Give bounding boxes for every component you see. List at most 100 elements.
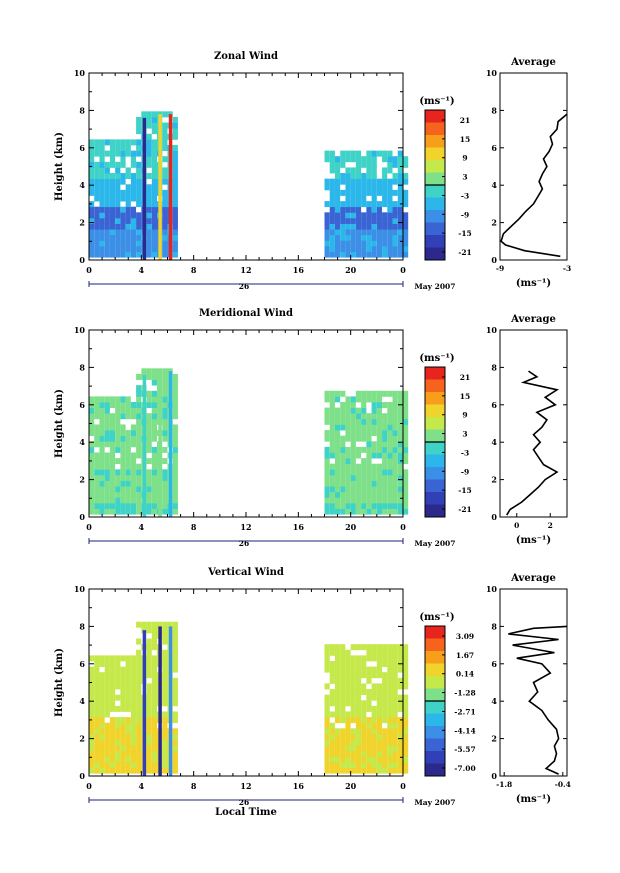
heatmap-cell <box>162 111 168 118</box>
heatmap-cell <box>376 424 383 431</box>
colorbar-tick-label: 15 <box>460 392 470 401</box>
heatmap-cell <box>109 677 116 684</box>
heatmap-cell <box>115 502 121 509</box>
colorbar-swatch <box>425 197 445 211</box>
heatmap-cell <box>361 223 367 230</box>
heatmap-cell <box>366 705 372 712</box>
heatmap-cell <box>350 750 356 757</box>
heatmap-cell <box>355 689 362 696</box>
heatmap-cell <box>324 480 330 487</box>
heatmap-cell <box>340 733 346 740</box>
heatmap-cell <box>151 430 157 437</box>
heatmap-cell <box>162 632 168 639</box>
heatmap-cell <box>94 474 100 481</box>
heatmap-cell <box>403 733 409 740</box>
heatmap-cell <box>382 173 388 180</box>
heatmap-cell <box>355 728 362 735</box>
heatmap-cell <box>162 128 168 135</box>
heatmap-cell <box>376 644 383 651</box>
heatmap-cell <box>329 161 335 168</box>
heatmap-cell <box>109 446 116 453</box>
heatmap-streak <box>168 371 173 517</box>
heatmap-cell <box>130 407 137 414</box>
heatmap-cell <box>382 229 388 236</box>
heatmap-cell <box>397 469 403 476</box>
heatmap-cell <box>172 212 178 219</box>
heatmap-cell <box>403 418 409 425</box>
heatmap-cell <box>329 745 335 752</box>
heatmap-cell <box>366 497 372 504</box>
heatmap-cell <box>151 745 157 752</box>
heatmap-cell <box>329 463 335 470</box>
heatmap-cell <box>130 178 137 185</box>
heatmap-cell <box>172 638 178 645</box>
heatmap-cell <box>340 666 346 673</box>
heatmap-streak <box>142 117 147 260</box>
heatmap-cell <box>392 424 398 431</box>
heatmap-cell <box>350 452 356 459</box>
heatmap-cell <box>172 133 178 140</box>
heatmap-cell <box>334 251 341 258</box>
heatmap-cell <box>162 508 168 515</box>
colorbar-swatch <box>425 379 445 393</box>
heatmap-cell <box>366 474 372 481</box>
heatmap-cell <box>371 689 377 696</box>
profile-y-tick-label: 6 <box>491 400 497 410</box>
heatmap-cell <box>109 178 116 185</box>
heatmap-cell <box>366 234 372 241</box>
heatmap-cell <box>334 745 341 752</box>
heatmap-cell <box>403 229 409 236</box>
profile-title: Average <box>510 57 556 68</box>
heatmap-cell <box>324 390 330 397</box>
heatmap-cell <box>99 446 105 453</box>
heatmap-cell <box>130 150 137 157</box>
heatmap-cell <box>89 240 95 247</box>
heatmap-cell <box>392 189 398 196</box>
heatmap-cell <box>162 655 168 662</box>
heatmap-cell <box>146 644 152 651</box>
heatmap-cell <box>109 700 116 707</box>
heatmap-cell <box>366 649 372 656</box>
heatmap-cell <box>371 251 377 258</box>
heatmap-cell <box>355 694 362 701</box>
heatmap-cell <box>345 430 351 437</box>
heatmap-cell <box>324 223 330 230</box>
heatmap-cell <box>361 458 367 465</box>
heatmap-cell <box>376 728 383 735</box>
heatmap-cell <box>403 413 409 420</box>
heatmap-cell <box>350 756 356 763</box>
heatmap-cell <box>99 189 105 196</box>
heatmap-cell <box>334 739 341 746</box>
heatmap-cell <box>334 441 341 448</box>
heatmap-cell <box>371 717 377 724</box>
heatmap-cell <box>376 745 383 752</box>
heatmap-cell <box>403 666 409 673</box>
colorbar-swatch <box>425 235 445 248</box>
heatmap-cell <box>125 240 131 247</box>
heatmap-cell <box>109 139 116 146</box>
heatmap-cell <box>392 178 398 185</box>
heatmap-cell <box>172 458 178 465</box>
heatmap-cell <box>125 407 131 414</box>
heatmap-cell <box>366 463 372 470</box>
heatmap-cell <box>99 711 105 718</box>
heatmap-cell <box>334 418 341 425</box>
heatmap-cells <box>89 111 409 260</box>
y-tick-label: 6 <box>79 400 85 410</box>
heatmap-cell <box>403 491 409 498</box>
heatmap-cell <box>115 474 121 481</box>
heatmap-cell <box>355 150 362 157</box>
heatmap-cell <box>115 756 121 763</box>
heatmap-cell <box>151 677 157 684</box>
heatmap-cell <box>340 644 346 651</box>
heatmap-cell <box>361 245 367 252</box>
heatmap-cell <box>366 733 372 740</box>
heatmap-cell <box>382 463 388 470</box>
heatmap-cell <box>350 195 356 202</box>
heatmap-cell <box>334 189 341 196</box>
heatmap-cell <box>382 694 388 701</box>
heatmap-cell <box>89 474 95 481</box>
heatmap-cell <box>136 728 142 735</box>
heatmap-cell <box>99 463 105 470</box>
